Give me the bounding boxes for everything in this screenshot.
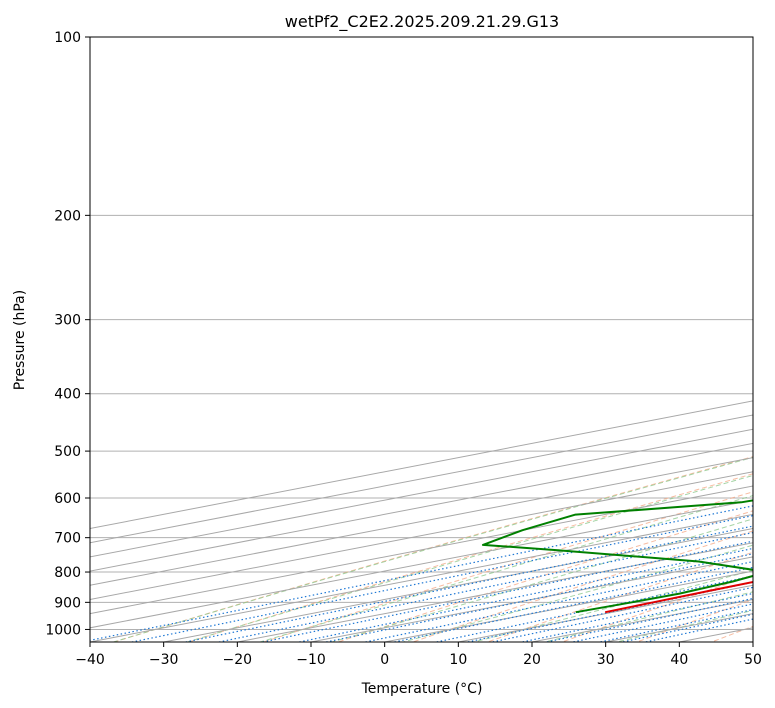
y-tick-label: 1000 — [45, 622, 81, 638]
x-tick-label: 40 — [670, 652, 688, 668]
y-tick-label: 700 — [54, 531, 81, 547]
isotherm-line — [90, 485, 753, 615]
y-tick-label: 300 — [54, 313, 81, 329]
x-tick-label: 10 — [449, 652, 467, 668]
isotherm-line — [234, 542, 753, 642]
y-tick-label: 900 — [54, 595, 81, 611]
dewpoint-profile-line — [481, 499, 753, 614]
moist-adiabat — [401, 544, 753, 642]
chart-title: wetPf2_C2E2.2025.209.21.29.G13 — [285, 12, 559, 32]
y-tick-label: 200 — [54, 208, 81, 224]
y-tick-label: 600 — [54, 491, 81, 507]
isotherm-line — [90, 442, 753, 572]
reference-grid — [90, 37, 753, 642]
y-axis-title: Pressure (hPa) — [12, 290, 28, 390]
mixing-ratio-line — [323, 553, 753, 642]
mixing-ratio-line — [597, 608, 753, 642]
plot-frame — [89, 36, 754, 643]
mixing-ratio-line — [182, 525, 753, 642]
mixing-ratio-line — [362, 561, 753, 642]
dry-adiabat — [635, 599, 753, 642]
dry-adiabat — [187, 473, 753, 642]
axes: −40 −30 −20 −10 0 10 20 30 40 50 100 200 300 400 500 60… — [45, 30, 762, 668]
dry-adiabat — [336, 510, 753, 642]
x-tick-label: −10 — [296, 652, 326, 668]
y-tick-label: 500 — [54, 444, 81, 460]
mixing-ratio-line — [391, 566, 753, 642]
x-tick-label: −40 — [75, 652, 105, 668]
x-tick-label: −20 — [223, 652, 253, 668]
x-tick-label: −30 — [149, 652, 179, 668]
isotherm-line — [90, 499, 753, 629]
mixing-ratio-line — [296, 547, 753, 642]
y-tick-label: 800 — [54, 565, 81, 581]
isotherm-line — [90, 457, 753, 586]
x-tick-label: 20 — [523, 652, 541, 668]
isotherm-line — [161, 528, 753, 642]
isotherm-line — [90, 471, 753, 600]
y-tick-label: 400 — [54, 387, 81, 403]
moist-adiabat — [330, 518, 753, 642]
dry-adiabat — [261, 491, 753, 642]
x-tick-label: 0 — [380, 652, 389, 668]
moist-adiabat — [258, 495, 753, 642]
moist-adiabat — [185, 474, 753, 642]
isotherm-line — [90, 513, 753, 642]
sounding-profiles — [481, 499, 753, 614]
x-axis-title: Temperature (°C) — [361, 681, 483, 697]
x-tick-label: 50 — [744, 652, 762, 668]
x-tick-label: 30 — [597, 652, 615, 668]
dry-adiabat — [486, 551, 753, 642]
y-tick-label: 100 — [54, 30, 81, 46]
isotherm-line — [90, 428, 753, 558]
dry-adiabat — [411, 530, 753, 642]
moist-adiabat — [111, 456, 753, 642]
